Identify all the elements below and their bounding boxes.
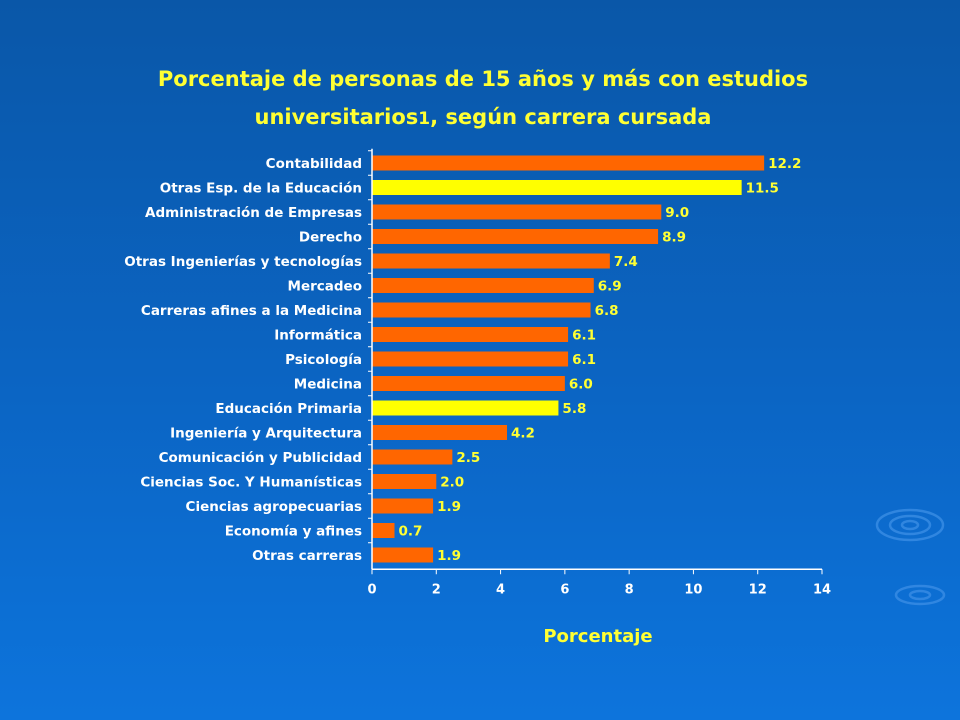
category-label: Otras Ingenierías y tecnologías [124, 254, 362, 270]
x-tick-label: 4 [496, 582, 505, 597]
category-label: Carreras afines a la Medicina [141, 303, 362, 319]
bar [372, 547, 434, 563]
chart-title-line-2-start: universitarios [254, 105, 419, 129]
value-label: 5.8 [562, 401, 586, 417]
value-label: 2.0 [440, 475, 464, 491]
bar [372, 425, 507, 440]
value-label: 6.0 [569, 377, 593, 393]
bar [372, 449, 453, 465]
category-label: Ciencias agropecuarias [186, 499, 362, 515]
bar [372, 155, 765, 171]
category-label: Psicología [285, 352, 362, 368]
category-label: Comunicación y Publicidad [159, 450, 362, 466]
value-label: 1.9 [437, 499, 461, 515]
bar [372, 302, 591, 318]
x-tick-label: 6 [560, 582, 569, 597]
category-label: Economía y afines [225, 524, 362, 540]
category-label: Derecho [299, 230, 362, 246]
bar [372, 327, 569, 342]
chart-title: Porcentaje de personas de 15 años y más … [0, 60, 960, 138]
x-tick-label: 2 [432, 582, 441, 597]
x-axis: 0 2 4 6 8 10 12 14 [367, 148, 831, 597]
category-label: Administración de Empresas [145, 205, 362, 221]
value-label: 6.8 [595, 303, 619, 319]
bar [372, 180, 742, 195]
x-tick-label: 10 [684, 582, 702, 597]
bar [372, 351, 569, 367]
chart-title-line-2: universitarios1, según carrera cursada [0, 98, 960, 138]
x-axis-label: Porcentaje [543, 626, 652, 647]
value-label: 1.9 [437, 548, 461, 564]
x-tick-label: 12 [749, 582, 767, 597]
water-ripple-decoration-icon [875, 508, 946, 606]
value-label: 6.1 [572, 328, 596, 344]
value-labels: 12.2 11.5 9.0 8.9 7.4 6.9 6.8 6.1 6.1 6.0 5.8 4.2 2.… [399, 156, 802, 564]
value-label: 12.2 [768, 156, 801, 172]
bar [372, 278, 594, 293]
bar [372, 229, 659, 244]
value-label: 11.5 [746, 181, 779, 197]
category-label: Otras carreras [252, 548, 362, 564]
category-label: Educación Primaria [215, 401, 362, 417]
value-label: 4.2 [511, 426, 535, 442]
x-tick-label: 8 [625, 582, 634, 597]
x-tick-label: 0 [367, 582, 376, 597]
bar [372, 400, 559, 416]
value-label: 2.5 [456, 450, 480, 466]
category-label: Otras Esp. de la Educación [160, 181, 362, 197]
value-label: 6.1 [572, 352, 596, 368]
bar [372, 523, 395, 538]
bar [372, 498, 434, 514]
category-label: Contabilidad [266, 156, 362, 172]
category-label: Informática [274, 328, 362, 344]
category-label: Ciencias Soc. Y Humanísticas [140, 475, 362, 491]
value-label: 8.9 [662, 230, 686, 246]
bar [372, 204, 662, 220]
bar [372, 376, 565, 391]
category-label: Mercadeo [288, 279, 362, 295]
bars [372, 155, 765, 563]
chart-title-footnote-marker: 1 [418, 109, 431, 129]
chart-title-line-2-end: , según carrera cursada [430, 105, 712, 129]
value-label: 7.4 [614, 254, 638, 270]
chart-title-line-1: Porcentaje de personas de 15 años y más … [157, 67, 809, 91]
bar [372, 253, 610, 269]
x-tick-label: 14 [813, 582, 831, 597]
value-label: 0.7 [399, 524, 423, 540]
category-label: Ingeniería y Arquitectura [170, 426, 362, 442]
value-label: 9.0 [665, 205, 689, 221]
category-label: Medicina [294, 377, 362, 393]
bar [372, 474, 437, 489]
value-label: 6.9 [598, 279, 622, 295]
category-labels: Contabilidad Otras Esp. de la Educación Ad… [124, 156, 362, 564]
